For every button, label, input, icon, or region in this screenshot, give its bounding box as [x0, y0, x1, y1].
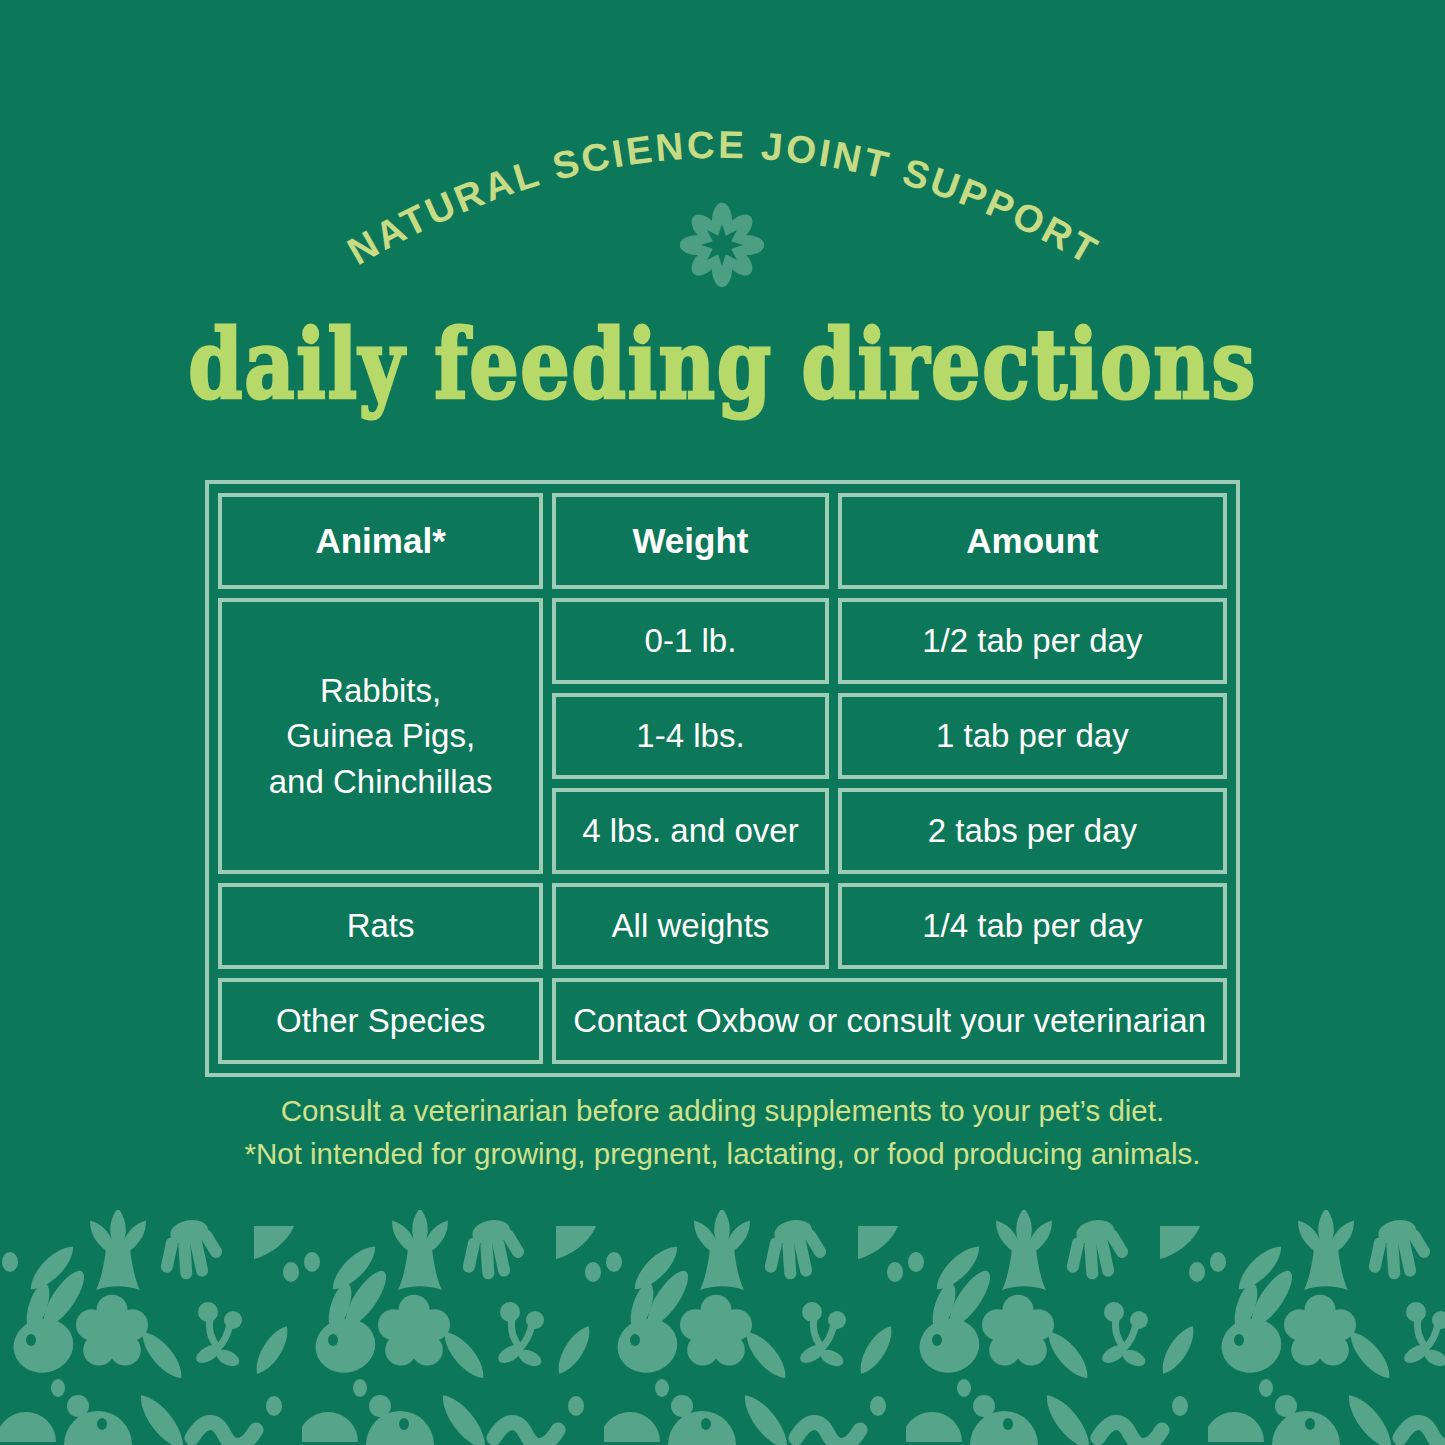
cell-amount: 1/2 tab per day: [838, 598, 1227, 684]
footnote-line: Consult a veterinarian before adding sup…: [0, 1090, 1445, 1133]
cell-weight: All weights: [552, 883, 828, 969]
table-row: Rabbits, Guinea Pigs, and Chinchillas 0-…: [218, 598, 1227, 684]
table-row: Rats All weights 1/4 tab per day: [218, 883, 1227, 969]
table-row: Other Species Contact Oxbow or consult y…: [218, 978, 1227, 1064]
column-header-animal: Animal*: [218, 493, 543, 589]
label-page: NATURAL SCIENCE JOINT SUPPORT daily feed…: [0, 0, 1445, 1445]
flower-icon: [678, 201, 766, 289]
cell-weight: 1-4 lbs.: [552, 693, 828, 779]
cell-amount: 1 tab per day: [838, 693, 1227, 779]
table-header-row: Animal* Weight Amount: [218, 493, 1227, 589]
arch-title: NATURAL SCIENCE JOINT SUPPORT: [0, 0, 1445, 340]
footnotes: Consult a veterinarian before adding sup…: [0, 1090, 1445, 1176]
cell-amount: 2 tabs per day: [838, 788, 1227, 874]
cell-animal-other: Other Species: [218, 978, 543, 1064]
cell-other-note: Contact Oxbow or consult your veterinari…: [552, 978, 1227, 1064]
column-header-amount: Amount: [838, 493, 1227, 589]
cell-animal-group: Rabbits, Guinea Pigs, and Chinchillas: [218, 598, 543, 874]
feeding-table: Animal* Weight Amount Rabbits, Guinea Pi…: [205, 480, 1240, 1077]
cell-weight: 4 lbs. and over: [552, 788, 828, 874]
footnote-line: *Not intended for growing, pregnent, lac…: [0, 1133, 1445, 1176]
cell-amount: 1/4 tab per day: [838, 883, 1227, 969]
cell-weight: 0-1 lb.: [552, 598, 828, 684]
cell-animal-rats: Rats: [218, 883, 543, 969]
page-title: daily feeding directions: [0, 312, 1445, 418]
bottom-pattern: [0, 1210, 1445, 1445]
column-header-weight: Weight: [552, 493, 828, 589]
